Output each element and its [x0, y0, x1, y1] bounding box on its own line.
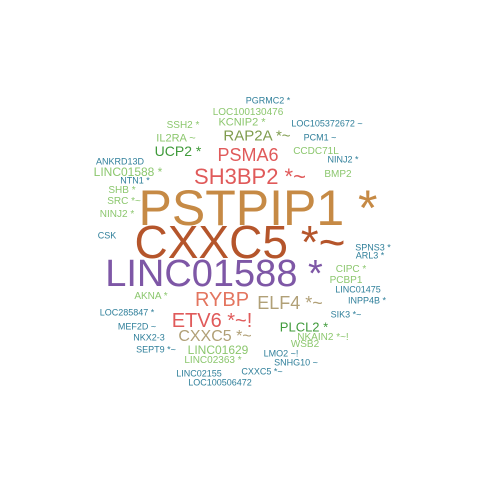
cloud-word: CCDC71L [293, 146, 339, 157]
cloud-word: AKNA * [134, 291, 168, 302]
cloud-word: KCNIP2 * [218, 116, 266, 129]
cloud-word: SIK3 *~ [330, 309, 362, 320]
cloud-word: LOC285847 * [99, 307, 155, 318]
cloud-word: CSK [97, 230, 117, 241]
cloud-word: NINJ2 * [327, 154, 359, 165]
cloud-word: NTN1 * [120, 175, 150, 186]
cloud-word: ETV6 *~! [171, 310, 253, 332]
cloud-word: LOC100506472 [188, 377, 252, 388]
cloud-word: SPNS3 * [355, 242, 391, 253]
cloud-word: CXXC5 *~ [178, 328, 252, 345]
cloud-word: WSB2 [290, 339, 320, 350]
cloud-word: IL2RA ~ [156, 132, 196, 145]
cloud-word: PCM1 ~ [303, 132, 337, 143]
cloud-word: LINC02155 [176, 368, 222, 379]
cloud-word: PLCL2 * [279, 319, 329, 335]
cloud-word: LINC02363 * [184, 355, 242, 366]
cloud-word: RAP2A *~ [223, 127, 291, 145]
cloud-word: BMP2 [324, 169, 352, 180]
cloud-word: ANKRD13D [95, 156, 145, 167]
cloud-word: LINC01629 [187, 343, 249, 357]
cloud-word: CXXC5 *~ [134, 216, 346, 268]
cloud-word: PSMA6 [217, 145, 279, 165]
cloud-word: PGRMC2 * [245, 95, 291, 106]
cloud-word: PSTPIP1 * [138, 180, 378, 236]
cloud-word: MEF2D ~ [117, 321, 157, 332]
cloud-word: SEPT9 *~ [136, 344, 176, 355]
cloud-word: CXXC5 *~ [241, 366, 283, 377]
cloud-word: NKX2-3 [133, 332, 165, 343]
cloud-word: LMO2 ~! [263, 348, 299, 359]
cloud-word: LINC01475 [335, 284, 381, 295]
cloud-word: INPP4B * [347, 295, 387, 306]
cloud-word: LINC01588 * [105, 253, 323, 295]
cloud-word: ELF4 *~ [257, 293, 323, 313]
cloud-word: ARL3 * [355, 250, 385, 261]
cloud-word: SHB * [108, 185, 136, 196]
cloud-word: NKAIN2 *~! [297, 332, 349, 343]
cloud-word: SSH2 * [166, 120, 200, 131]
cloud-word: LOC105372672 ~ [291, 118, 363, 129]
cloud-word: SNHG10 ~ [274, 357, 318, 368]
cloud-word: LOC100130476 [212, 107, 284, 118]
cloud-word: SH3BP2 *~ [194, 164, 306, 189]
cloud-word: CIPC * [335, 264, 367, 275]
cloud-word: RYBP [194, 289, 250, 311]
cloud-word: NINJ2 * [99, 209, 135, 220]
cloud-word: UCP2 * [154, 143, 202, 159]
cloud-word: SRC *~ [107, 196, 141, 207]
cloud-word: PCBP1 [329, 275, 363, 286]
cloud-word: LINC01588 * [93, 165, 163, 179]
